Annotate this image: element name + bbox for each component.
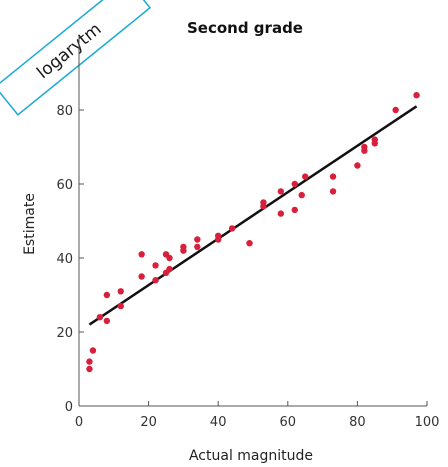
- data-point: [361, 143, 368, 151]
- data-point: [138, 273, 145, 280]
- data-point: [329, 173, 337, 180]
- data-point: [166, 265, 173, 273]
- data-point: [103, 291, 111, 299]
- data-point: [86, 358, 93, 365]
- data-point: [152, 277, 159, 284]
- x-axis-label: Actual magnitude: [189, 448, 313, 464]
- data-point: [329, 188, 337, 195]
- y-tick-label: 0: [65, 400, 73, 415]
- data-point: [138, 251, 145, 258]
- y-tick-label: 60: [56, 178, 73, 193]
- data-point: [194, 236, 201, 243]
- data-point: [194, 243, 201, 251]
- x-tick-label: 20: [140, 415, 157, 430]
- data-point: [103, 317, 111, 325]
- data-point: [117, 288, 124, 295]
- data-point: [180, 243, 187, 251]
- data-point: [86, 365, 93, 373]
- y-tick-label: 40: [56, 252, 73, 267]
- data-point: [291, 206, 298, 214]
- y-tick-label: 20: [56, 326, 73, 341]
- data-point: [277, 188, 285, 195]
- data-point: [152, 262, 159, 269]
- x-tick-label: 100: [415, 415, 440, 430]
- data-point: [277, 210, 285, 217]
- ribbon-band: [0, 0, 152, 116]
- data-point: [96, 314, 104, 321]
- x-tick-label: 40: [210, 415, 227, 430]
- data-point: [298, 191, 305, 199]
- y-tick-label: 80: [56, 104, 73, 119]
- data-point: [246, 240, 253, 247]
- data-point: [291, 180, 298, 188]
- x-tick-label: 80: [349, 415, 366, 430]
- data-point: [371, 136, 378, 143]
- data-point: [89, 347, 97, 354]
- data-point: [302, 173, 309, 180]
- data-point: [117, 302, 124, 310]
- x-tick-label: 0: [75, 415, 83, 430]
- data-point: [413, 92, 420, 99]
- data-point: [166, 254, 173, 262]
- trend-line: [88, 105, 418, 326]
- data-point: [228, 225, 236, 232]
- y-axis-label: Estimate: [22, 193, 38, 255]
- chart-title: Second grade: [187, 19, 303, 37]
- fit-line-layer: [88, 105, 418, 326]
- x-axis-ticks: 0 20 40 60 80 100: [75, 401, 440, 430]
- y-axis-ticks: 0 20 40 60 80: [56, 104, 84, 415]
- data-point: [215, 232, 222, 239]
- watermark-ribbon: logarytm: [0, 0, 152, 116]
- data-point: [354, 162, 361, 169]
- x-tick-label: 60: [280, 415, 297, 430]
- data-point: [392, 106, 399, 114]
- data-points: [86, 92, 420, 373]
- data-point: [260, 199, 267, 206]
